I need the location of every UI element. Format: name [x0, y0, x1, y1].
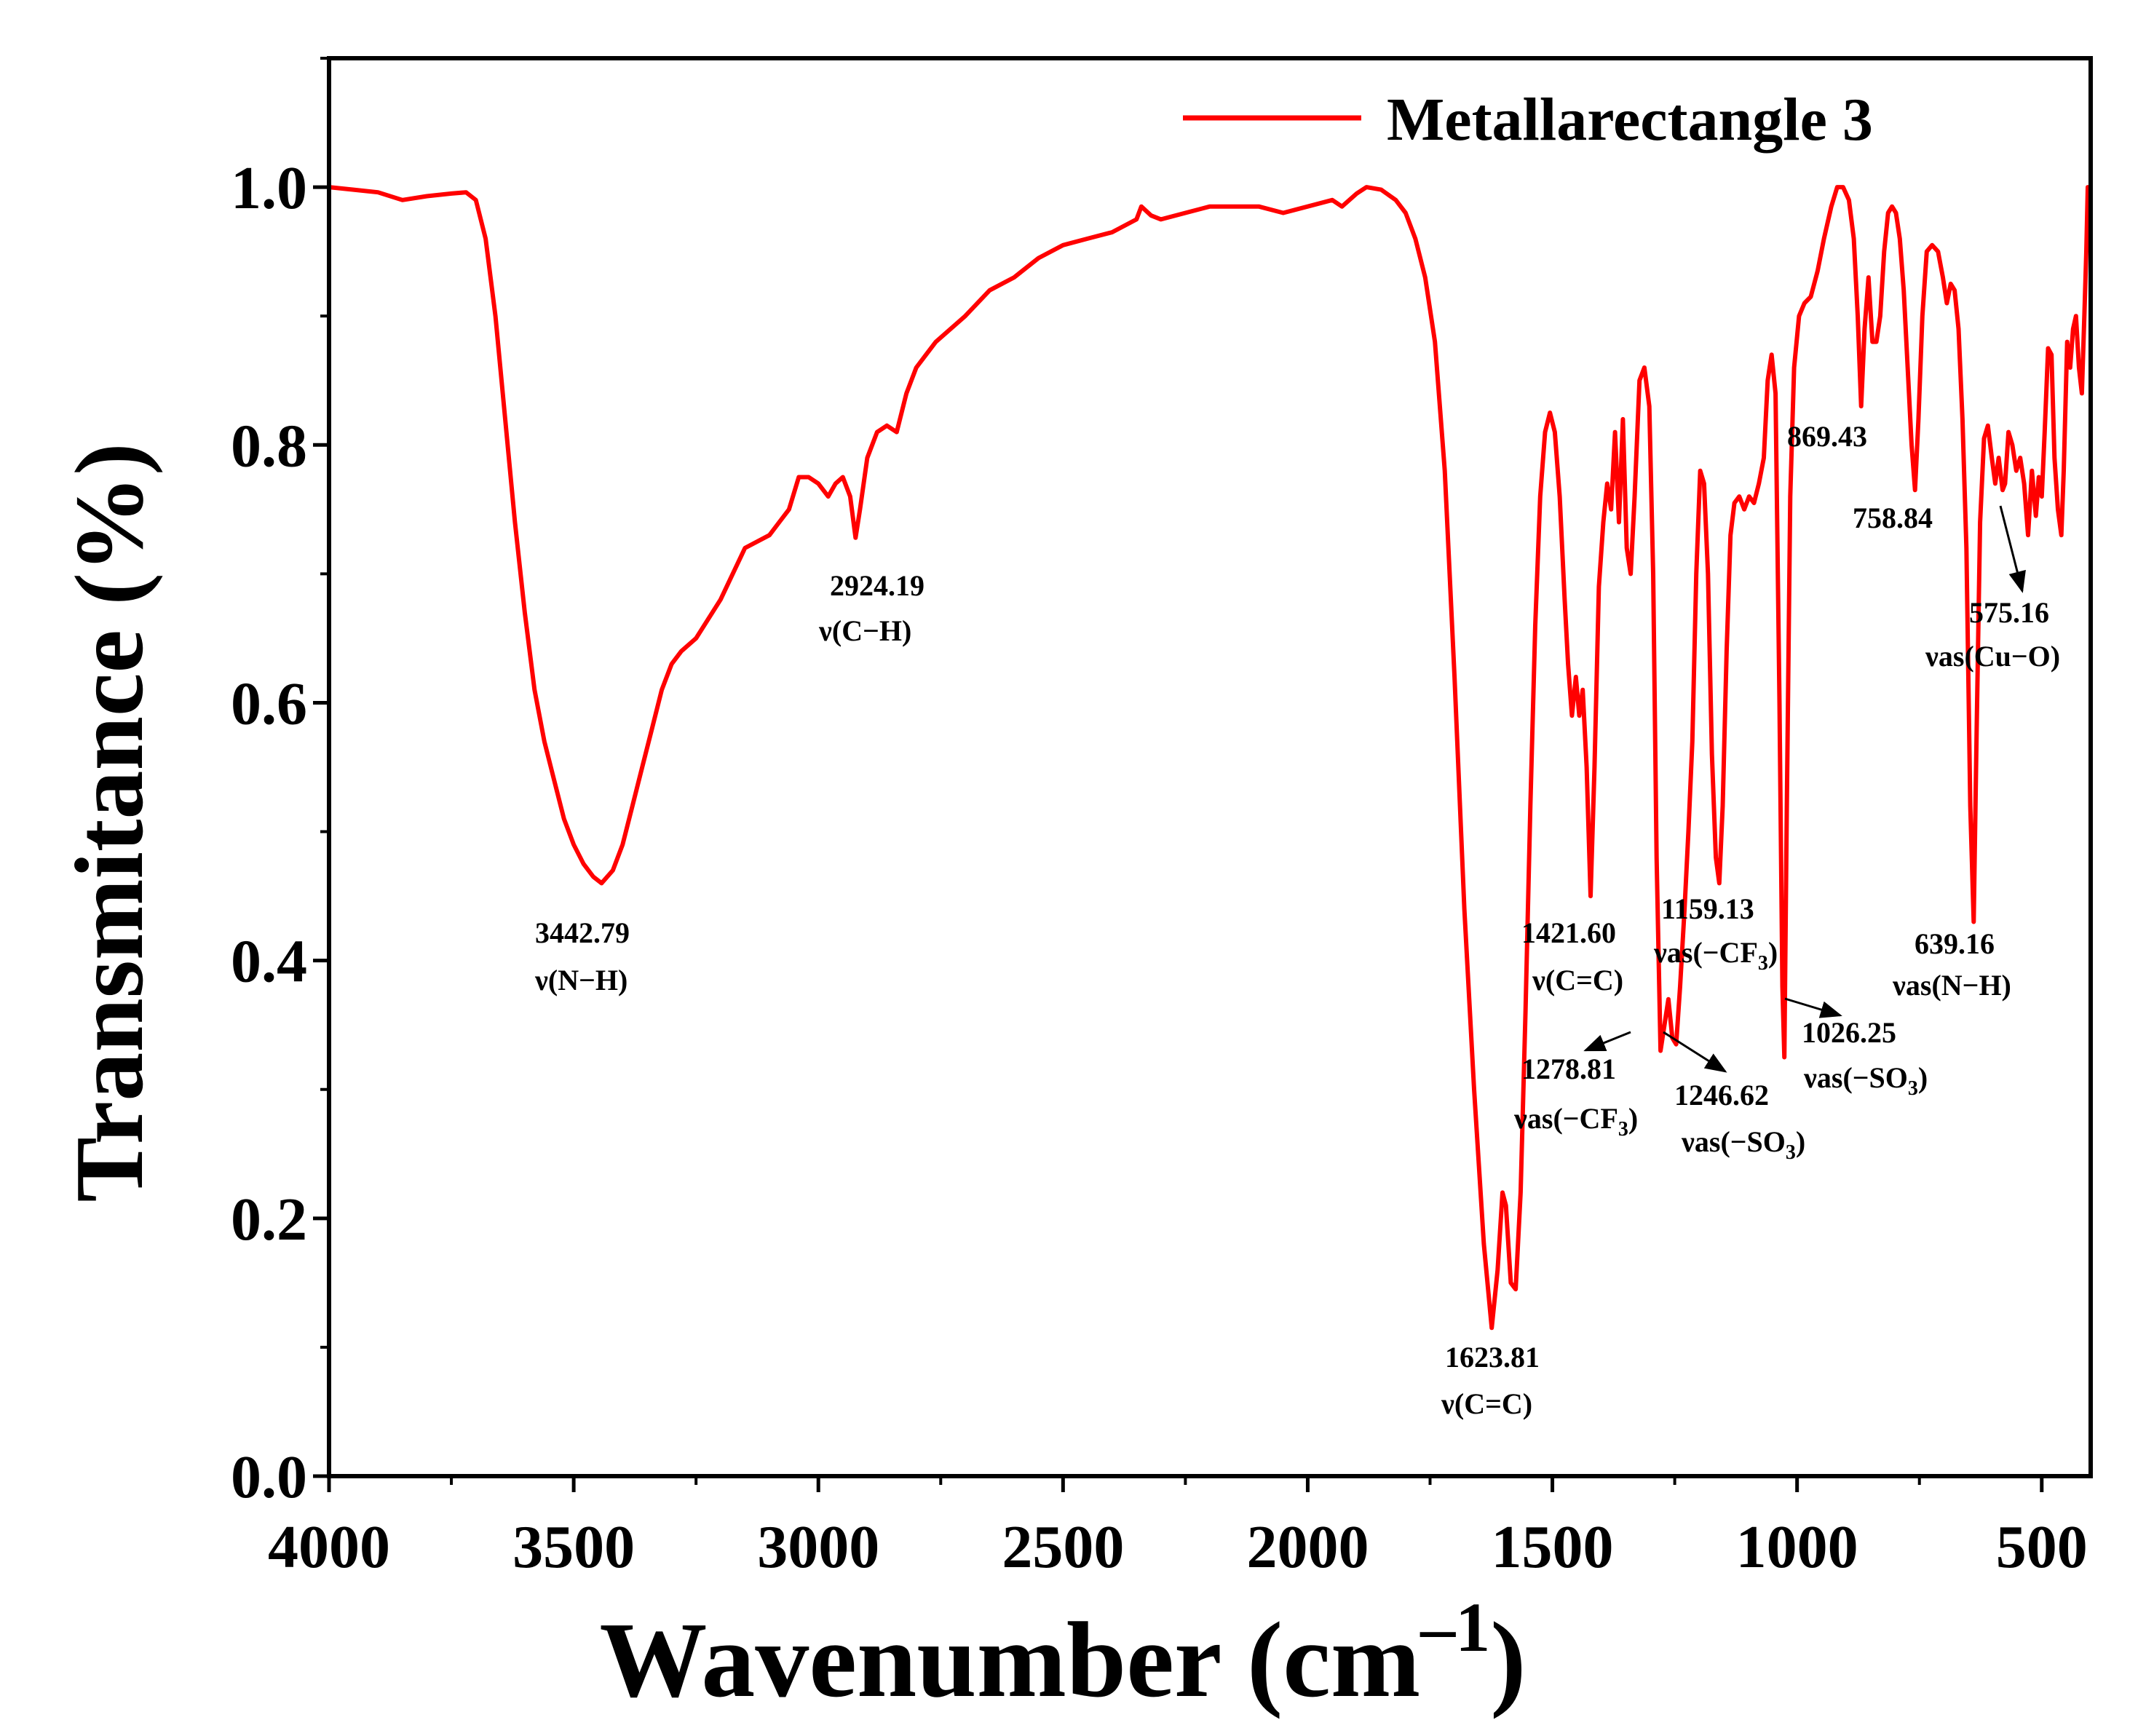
- peak-wavenumber-label: 869.43: [1787, 420, 1867, 453]
- y-tick-label: 0.0: [231, 1443, 307, 1511]
- y-tick-label: 0.8: [231, 412, 307, 480]
- peak-wavenumber-label: 1159.13: [1661, 892, 1754, 925]
- peak-mode-label: νas(Cu−O): [1925, 640, 2060, 673]
- y-tick-label: 0.2: [231, 1186, 307, 1253]
- peak-wavenumber-label: 1421.60: [1521, 916, 1616, 949]
- peak-mode-label: ν(C=C): [1532, 964, 1623, 996]
- x-tick-label: 1500: [1492, 1513, 1614, 1581]
- x-tick-label: 4000: [268, 1513, 390, 1581]
- legend: Metallarectangle 3: [1183, 86, 1873, 154]
- peak-mode-label: νas(−CF3): [1513, 1102, 1638, 1141]
- x-tick-label: 3000: [757, 1513, 879, 1581]
- peak-wavenumber-label: 1246.62: [1674, 1079, 1769, 1111]
- peak-wavenumber-label: 2924.19: [830, 569, 924, 602]
- x-tick-label: 2000: [1246, 1513, 1369, 1581]
- peak-mode-label: ν(C=C): [1441, 1387, 1532, 1420]
- annotation-arrow: [1784, 997, 1842, 1018]
- peak-annotation: 1026.25 νas(−SO3): [1784, 997, 1928, 1100]
- axis-ticks: 4000 3500 3000 2500 2000 1500 1000 500 0.0 0.2 0.4…: [231, 57, 2088, 1581]
- plot-frame: [327, 56, 2093, 1478]
- y-tick-label: 0.4: [231, 928, 307, 996]
- peak-mode-label: ν(C−H): [818, 614, 911, 647]
- annotation-arrow: [1663, 1031, 1727, 1073]
- peak-annotations: 3442.79ν(N−H)2924.19ν(C−H)1623.81ν(C=C)1…: [534, 420, 2060, 1420]
- peak-annotation: 1159.13 νas(−CF3): [1653, 892, 1778, 975]
- peak-annotation: 1623.81 ν(C=C): [1441, 1341, 1540, 1420]
- peak-mode-label: νas(N−H): [1892, 969, 2011, 1002]
- peak-annotation: 3442.79 ν(N−H): [534, 916, 630, 996]
- x-tick-label: 1000: [1736, 1513, 1858, 1581]
- peak-annotation: 2924.19 ν(C−H): [818, 569, 924, 647]
- peak-annotation: 1246.62 νas(−SO3): [1663, 1031, 1805, 1164]
- peak-annotation: 575.16 νas(Cu−O): [1925, 505, 2060, 673]
- x-axis-title-close: ): [1490, 1601, 1526, 1720]
- data-layer: [327, 185, 2091, 1331]
- x-tick-label: 2500: [1002, 1513, 1124, 1581]
- peak-mode-label: νas(−CF3): [1653, 936, 1778, 975]
- x-axis-title-main: Wavenumber (cm: [599, 1601, 1420, 1720]
- peak-wavenumber-label: 1278.81: [1521, 1053, 1616, 1085]
- legend-label: Metallarectangle 3: [1387, 86, 1873, 154]
- peak-wavenumber-label: 639.16: [1915, 927, 1995, 960]
- peak-wavenumber-label: 1026.25: [1802, 1016, 1896, 1049]
- x-axis-title-superscript: –1: [1420, 1588, 1490, 1666]
- peak-wavenumber-label: 3442.79: [535, 916, 630, 949]
- x-axis-title: Wavenumber (cm–1): [599, 1588, 1526, 1720]
- peak-wavenumber-label: 758.84: [1853, 502, 1933, 534]
- peak-annotation: 1421.60 ν(C=C): [1521, 916, 1623, 996]
- peak-annotation: 1278.81 νas(−CF3): [1513, 1031, 1638, 1141]
- peak-mode-label: νas(−SO3): [1803, 1061, 1928, 1100]
- x-tick-label: 500: [1996, 1513, 2088, 1581]
- x-tick-label: 3500: [512, 1513, 635, 1581]
- peak-wavenumber-label: 575.16: [1969, 596, 2049, 629]
- y-tick-label: 0.6: [231, 670, 307, 737]
- peak-annotation: 758.84: [1853, 502, 1933, 534]
- peak-mode-label: νas(−SO3): [1681, 1125, 1805, 1164]
- annotation-arrow: [1583, 1031, 1631, 1052]
- y-tick-label: 1.0: [231, 154, 307, 222]
- peak-wavenumber-label: 1623.81: [1445, 1341, 1540, 1374]
- annotation-arrow: [1999, 505, 2026, 593]
- series-line-0: [327, 185, 2091, 1331]
- y-axis-title: Transmitance (%): [55, 443, 163, 1202]
- peak-annotation: 869.43: [1787, 420, 1867, 453]
- peak-mode-label: ν(N−H): [534, 964, 627, 996]
- peak-annotation: 639.16 νas(N−H): [1892, 927, 2011, 1002]
